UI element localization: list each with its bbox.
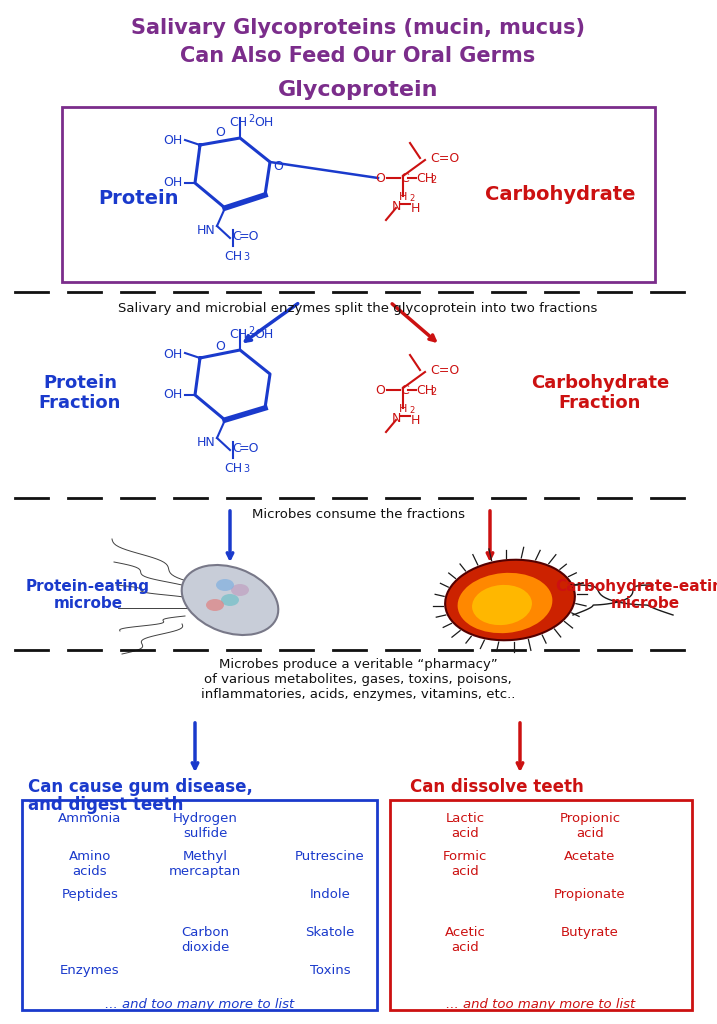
Text: Microbes consume the fractions: Microbes consume the fractions <box>252 508 465 521</box>
Ellipse shape <box>181 565 278 635</box>
Text: 2: 2 <box>409 406 414 415</box>
Text: Formic
acid: Formic acid <box>443 850 487 878</box>
Text: Indole: Indole <box>310 888 351 901</box>
Text: H: H <box>411 414 420 427</box>
Text: Toxins: Toxins <box>310 964 351 977</box>
Text: Propionic
acid: Propionic acid <box>559 812 620 840</box>
Text: CH: CH <box>229 328 247 341</box>
Text: Amino
acids: Amino acids <box>69 850 111 878</box>
Text: CH: CH <box>224 462 242 475</box>
Ellipse shape <box>231 584 249 596</box>
Text: C=O: C=O <box>430 364 460 377</box>
Text: OH: OH <box>254 116 273 129</box>
Text: Enzymes: Enzymes <box>60 964 120 977</box>
Text: Protein
Fraction: Protein Fraction <box>39 374 121 413</box>
Text: Salivary and microbial enzymes split the glycoprotein into two fractions: Salivary and microbial enzymes split the… <box>118 302 598 315</box>
Text: 2: 2 <box>430 387 436 397</box>
Ellipse shape <box>216 579 234 591</box>
Bar <box>22 800 377 1010</box>
Text: Protein-eating
microbe: Protein-eating microbe <box>26 579 150 611</box>
Ellipse shape <box>445 560 575 640</box>
Text: Carbohydrate-eating
microbe: Carbohydrate-eating microbe <box>556 579 717 611</box>
Bar <box>390 800 692 1010</box>
Text: O: O <box>375 171 385 184</box>
Text: Can dissolve teeth: Can dissolve teeth <box>410 778 584 796</box>
Text: O: O <box>375 384 385 396</box>
Text: OH: OH <box>163 347 182 360</box>
Text: 2: 2 <box>409 194 414 203</box>
Text: C=O: C=O <box>430 152 460 165</box>
Text: Microbes produce a veritable “pharmacy”
of various metabolites, gases, toxins, p: Microbes produce a veritable “pharmacy” … <box>201 658 516 701</box>
Text: Methyl
mercaptan: Methyl mercaptan <box>169 850 241 878</box>
Ellipse shape <box>206 599 224 611</box>
Ellipse shape <box>221 594 239 606</box>
Text: Salivary Glycoproteins (mucin, mucus): Salivary Glycoproteins (mucin, mucus) <box>131 18 585 38</box>
Text: HN: HN <box>196 223 215 237</box>
Text: Peptides: Peptides <box>62 888 118 901</box>
Text: Can Also Feed Our Oral Germs: Can Also Feed Our Oral Germs <box>181 46 536 66</box>
Text: Ammonia: Ammonia <box>58 812 122 825</box>
Text: =O: =O <box>239 441 260 455</box>
Text: O: O <box>215 340 225 352</box>
Text: Can cause gum disease,: Can cause gum disease, <box>28 778 253 796</box>
Text: OH: OH <box>163 176 182 189</box>
Text: ... and too many more to list: ... and too many more to list <box>105 998 295 1011</box>
Text: CH: CH <box>224 250 242 263</box>
Text: and digest teeth: and digest teeth <box>28 796 184 814</box>
Ellipse shape <box>472 585 532 625</box>
Text: N: N <box>391 200 401 213</box>
Text: Acetic
acid: Acetic acid <box>445 926 485 954</box>
Text: CH: CH <box>229 116 247 129</box>
Text: Protein: Protein <box>98 188 179 208</box>
Text: =O: =O <box>239 229 260 243</box>
Text: CH: CH <box>416 171 434 184</box>
Text: 2: 2 <box>248 326 255 336</box>
Text: Hydrogen
sulfide: Hydrogen sulfide <box>173 812 237 840</box>
Text: H: H <box>399 193 407 202</box>
Text: 2: 2 <box>248 114 255 124</box>
Text: C: C <box>400 384 409 396</box>
Text: OH: OH <box>254 328 273 341</box>
Text: C: C <box>232 441 241 455</box>
Text: Glycoprotein: Glycoprotein <box>277 80 438 100</box>
Text: 3: 3 <box>243 464 249 474</box>
Text: H: H <box>399 404 407 414</box>
Text: Propionate: Propionate <box>554 888 626 901</box>
Text: Acetate: Acetate <box>564 850 616 863</box>
Text: OH: OH <box>163 388 182 401</box>
Bar <box>62 106 655 282</box>
Text: C: C <box>400 171 409 184</box>
Text: N: N <box>391 412 401 425</box>
Text: H: H <box>411 202 420 215</box>
Text: O: O <box>273 160 283 173</box>
Text: O: O <box>215 127 225 139</box>
Text: CH: CH <box>416 384 434 396</box>
Text: Butyrate: Butyrate <box>561 926 619 939</box>
Text: Skatole: Skatole <box>305 926 355 939</box>
Text: HN: HN <box>196 435 215 449</box>
Text: 3: 3 <box>243 252 249 262</box>
Text: C: C <box>232 229 241 243</box>
Text: Lactic
acid: Lactic acid <box>445 812 485 840</box>
Text: Carbohydrate
Fraction: Carbohydrate Fraction <box>531 374 669 413</box>
Text: 2: 2 <box>430 175 436 185</box>
Text: Putrescine: Putrescine <box>295 850 365 863</box>
Text: Carbon
dioxide: Carbon dioxide <box>181 926 229 954</box>
Text: Carbohydrate: Carbohydrate <box>485 185 635 205</box>
Text: ... and too many more to list: ... and too many more to list <box>447 998 636 1011</box>
Ellipse shape <box>457 572 552 633</box>
Text: OH: OH <box>163 134 182 147</box>
